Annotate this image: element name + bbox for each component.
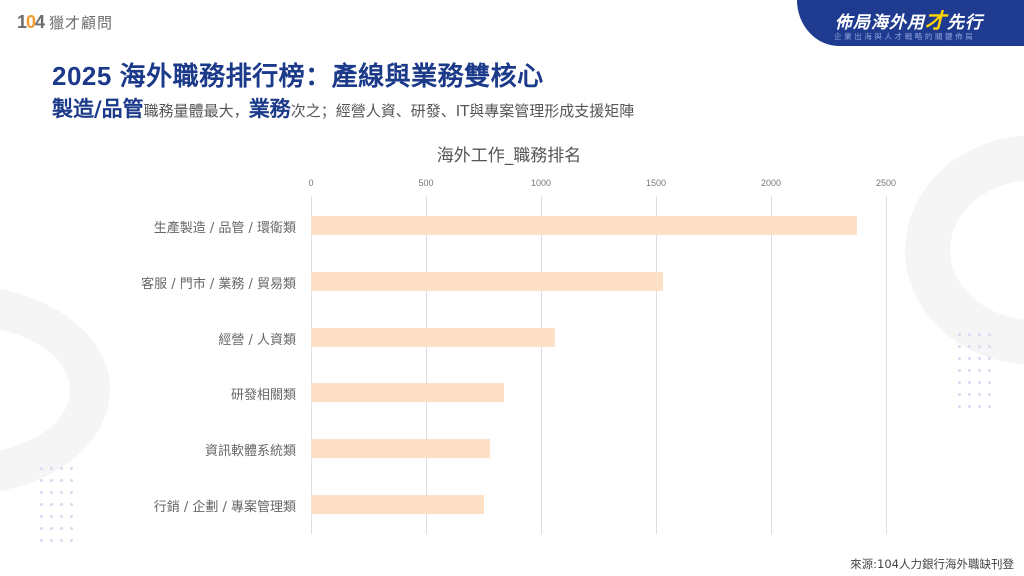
bar[interactable] <box>311 271 663 291</box>
page-subtitle: 製造/品管 職務量體最大， 業務 次之；經營人資、研發、IT與專案管理形成支援矩… <box>52 93 634 123</box>
subtitle-emphasis-manufacturing: 製造/品管 <box>52 97 144 121</box>
chart-title: 海外工作_職務排名 <box>436 146 582 166</box>
x-axis-tick-label: 2500 <box>875 178 897 188</box>
logo-mark: 104 <box>17 12 45 32</box>
subtitle-emphasis-sales: 業務 <box>248 97 291 121</box>
decorative-dot-grid-right <box>958 333 992 408</box>
banner-highlight: 才 <box>925 8 947 33</box>
x-axis-tick-label: 2000 <box>760 178 782 188</box>
company-logo: 104 獵才顧問 <box>17 12 113 33</box>
x-axis-tick-label: 1500 <box>645 178 667 188</box>
logo-text: 獵才顧問 <box>49 14 114 32</box>
gridline <box>426 196 427 534</box>
decorative-ring-left <box>0 285 110 495</box>
category-label: 資訊軟體系統類 <box>204 444 296 460</box>
slogan-banner <box>797 0 1024 46</box>
banner-title: 佈局海外用才先行 <box>835 8 983 33</box>
decorative-dot-grid-left <box>40 467 74 542</box>
bar[interactable] <box>311 495 484 514</box>
category-label: 行銷 / 企劃 / 專案管理類 <box>153 500 296 515</box>
gridline <box>886 196 887 534</box>
category-label: 經營 / 人資類 <box>218 332 296 348</box>
source-note: 來源:104人力銀行海外職缺刊登 <box>850 557 1014 571</box>
bar[interactable] <box>311 383 505 403</box>
x-axis-tick-label: 1000 <box>530 178 552 188</box>
bar[interactable] <box>311 439 491 459</box>
gridline <box>771 196 772 534</box>
decorative-ring-right <box>905 135 1024 365</box>
gridline <box>311 196 312 534</box>
gridline <box>541 196 542 534</box>
x-axis-tick-label: 500 <box>418 178 434 188</box>
category-label: 研發相關類 <box>230 388 296 404</box>
category-label: 客服 / 門市 / 業務 / 貿易類 <box>141 276 296 292</box>
banner-subtitle: 企業出海與人才戰略的關鍵佈局 <box>834 32 976 41</box>
x-axis-tick-label: 0 <box>308 178 314 188</box>
bar[interactable] <box>311 327 555 347</box>
page-title: 2025 海外職務排行榜：產線與業務雙核心 <box>52 61 544 91</box>
bar[interactable] <box>311 216 858 235</box>
category-label: 生產製造 / 品管 / 環衛類 <box>153 221 296 236</box>
gridline <box>656 196 657 534</box>
